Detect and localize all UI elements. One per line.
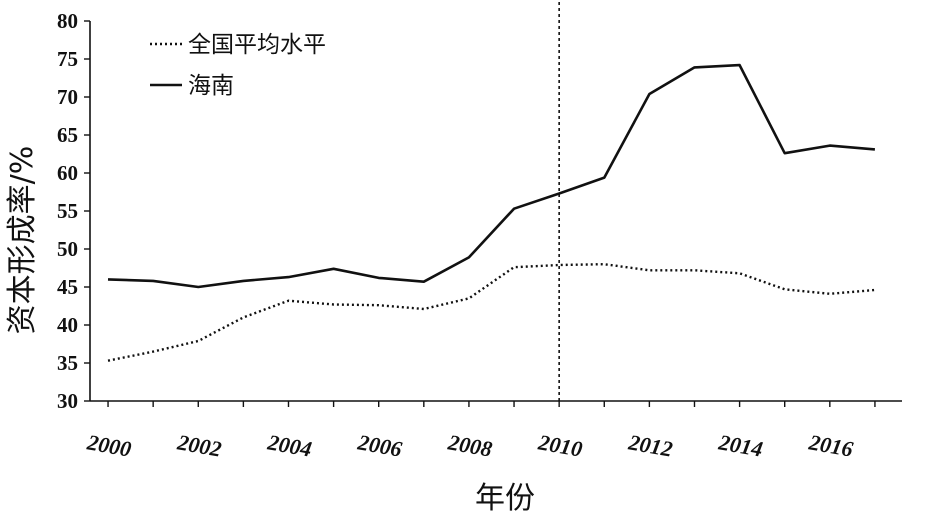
y-tick-label: 55 [57,199,78,223]
x-tick-label: 2008 [445,429,494,461]
x-tick-label: 2000 [85,429,134,461]
y-axis-ticks: 30 35 40 45 50 55 60 65 70 75 80 [57,9,90,413]
x-axis-label: 年份 [475,481,535,516]
x-tick-label: 2010 [536,429,585,461]
legend-label-hainan: 海南 [188,73,234,99]
legend-label-national: 全国平均水平 [188,32,326,58]
legend: 全国平均水平 海南 [150,32,326,99]
series-line-hainan [107,63,876,289]
x-tick-label: 2012 [626,429,675,461]
y-tick-label: 35 [57,351,78,375]
x-tick-label: 2002 [175,429,224,461]
x-axis-ticks: 2000 2002 2004 2006 2008 2010 2012 2014 2016 [85,401,876,462]
y-tick-label: 30 [57,389,78,413]
y-tick-label: 75 [57,47,78,71]
legend-item-national: 全国平均水平 [150,32,326,58]
y-tick-label: 50 [57,237,78,261]
x-tick-label: 2016 [806,429,855,461]
series-line-national [107,263,876,362]
series-group [107,63,876,362]
legend-item-hainan: 海南 [150,73,234,99]
y-tick-label: 70 [57,85,78,109]
y-tick-label: 45 [57,275,78,299]
x-tick-label: 2014 [716,429,765,461]
y-axis-label: 资本形成率/% [5,146,40,335]
x-tick-label: 2006 [355,429,404,461]
y-tick-label: 65 [57,123,78,147]
y-tick-label: 60 [57,161,78,185]
x-tick-label: 2004 [265,429,314,461]
y-tick-label: 40 [57,313,78,337]
y-tick-label: 80 [57,9,78,33]
